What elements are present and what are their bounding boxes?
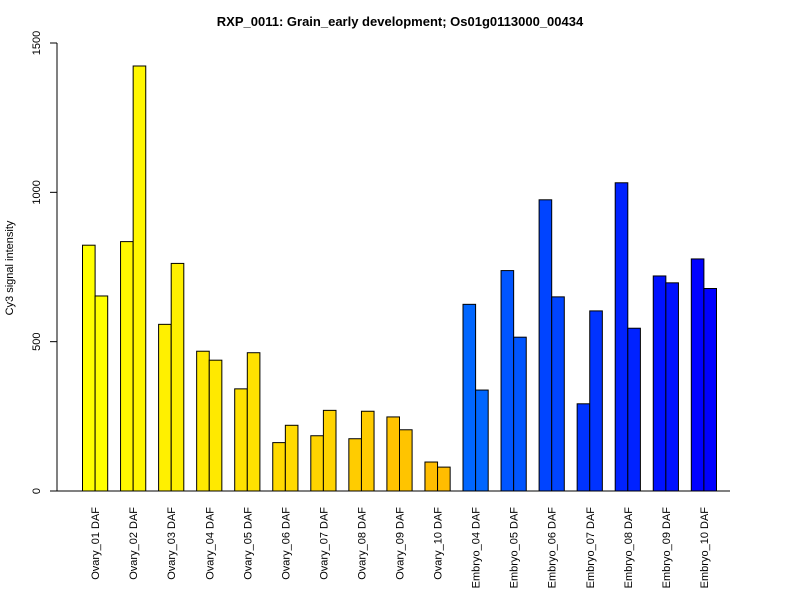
bar-a-2: [120, 241, 134, 492]
category-label: Embryo_10 DAF: [699, 507, 711, 589]
y-tick-label: 500: [31, 332, 43, 350]
bar-a-7: [310, 435, 324, 492]
category-label: Ovary_10 DAF: [433, 507, 445, 580]
y-axis: 0 500 1000 1500: [31, 31, 58, 494]
bar-b-3: [170, 262, 185, 492]
category-label: Embryo_08 DAF: [623, 507, 635, 589]
category-label: Ovary_09 DAF: [395, 507, 407, 580]
bar-b-15: [627, 327, 641, 492]
bar-a-1: [82, 244, 96, 492]
bar-b-12: [513, 336, 527, 492]
bar-a-14: [576, 403, 591, 492]
bar-group: [82, 65, 718, 492]
bar-b-7: [322, 409, 337, 492]
bar-a-15: [614, 182, 629, 492]
category-label: Ovary_06 DAF: [280, 507, 292, 580]
bar-a-17: [690, 258, 705, 492]
y-tick-label: 1500: [31, 31, 43, 55]
bar-b-8: [360, 410, 375, 492]
bar-b-10: [437, 466, 451, 492]
bar-b-2: [132, 65, 147, 492]
bar-a-8: [348, 438, 362, 492]
bar-a-12: [500, 270, 515, 492]
category-label: Ovary_02 DAF: [128, 507, 140, 580]
bar-b-4: [208, 359, 223, 492]
bar-b-11: [475, 389, 489, 492]
bar-b-16: [665, 282, 679, 492]
bar-a-9: [386, 416, 400, 492]
category-labels: Ovary_01 DAF Ovary_02 DAF Ovary_03 DAF Ovar…: [90, 507, 711, 589]
bar-a-11: [462, 303, 477, 492]
bar-a-16: [652, 275, 667, 492]
bar-b-13: [551, 296, 565, 492]
y-axis-label: Cy3 signal intensity: [4, 220, 16, 315]
bar-b-9: [399, 429, 413, 492]
category-label: Ovary_01 DAF: [90, 507, 102, 580]
category-label: Ovary_07 DAF: [318, 507, 330, 580]
bar-a-13: [538, 199, 553, 492]
bar-b-5: [246, 352, 261, 492]
bar-a-3: [158, 323, 172, 492]
bar-b-6: [284, 424, 299, 492]
bar-b-14: [589, 310, 603, 492]
bar-b-17: [703, 288, 718, 492]
bar-a-4: [196, 350, 210, 492]
category-label: Embryo_05 DAF: [509, 507, 521, 589]
category-label: Embryo_04 DAF: [471, 507, 483, 589]
category-label: Ovary_03 DAF: [166, 507, 178, 580]
bar-a-6: [272, 442, 286, 492]
y-tick-label: 1000: [31, 180, 43, 204]
category-label: Ovary_05 DAF: [242, 507, 254, 580]
bar-a-5: [234, 388, 248, 492]
category-label: Embryo_07 DAF: [585, 507, 597, 589]
y-tick-label: 0: [31, 488, 43, 494]
category-label: Ovary_04 DAF: [204, 507, 216, 580]
bar-b-1: [94, 295, 109, 492]
category-label: Embryo_09 DAF: [661, 507, 673, 589]
chart-title: RXP_0011: Grain_early development; Os01g…: [217, 14, 584, 29]
bar-a-10: [424, 461, 439, 492]
category-label: Embryo_06 DAF: [547, 507, 559, 589]
category-label: Ovary_08 DAF: [356, 507, 368, 580]
